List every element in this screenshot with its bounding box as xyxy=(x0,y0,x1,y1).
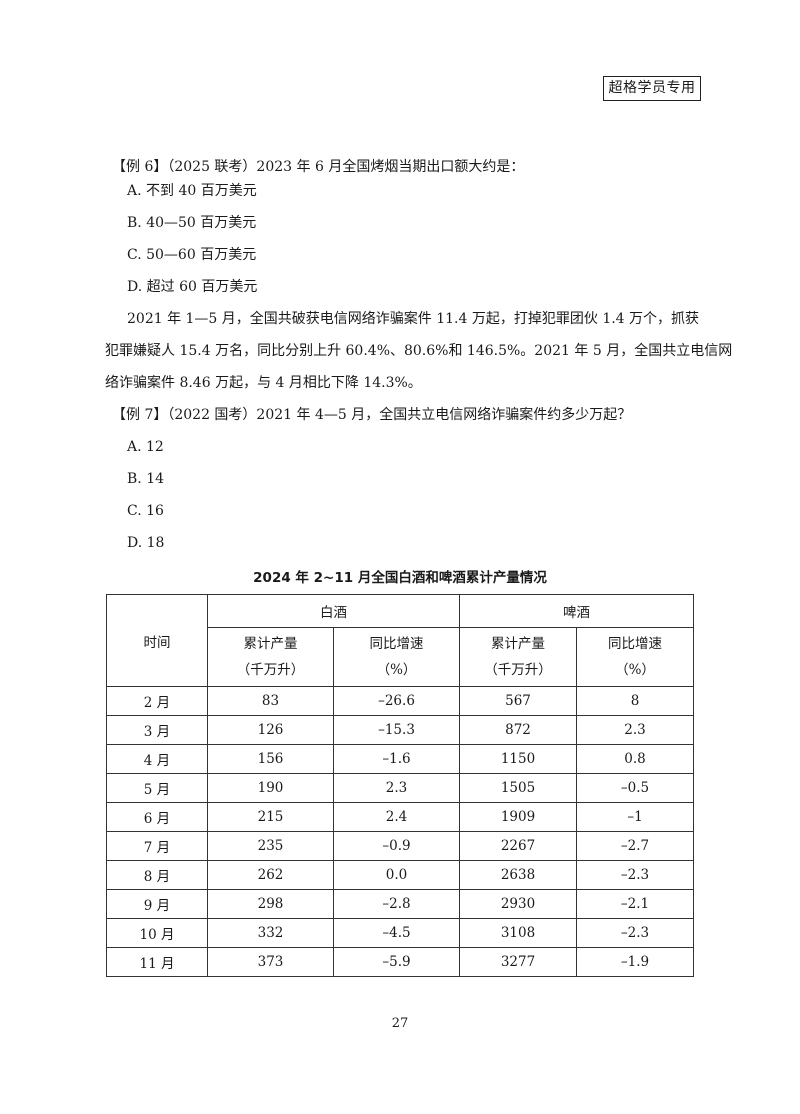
header-beer-output: 累计产量 （千万升） xyxy=(459,627,577,687)
cell-beer-output: 1150 xyxy=(459,744,577,774)
example6-option-d: D. 超过 60 百万美元 xyxy=(127,279,258,295)
cell-beer-growth: 2.3 xyxy=(576,715,694,745)
table-title: 2024 年 2~11 月全国白酒和啤酒累计产量情况 xyxy=(253,570,547,586)
cell-baijiu-growth: –5.9 xyxy=(333,947,460,977)
cell-baijiu-output: 156 xyxy=(207,744,334,774)
table-row: 2 月 83 –26.6 567 8 xyxy=(106,686,694,716)
cell-beer-growth: 8 xyxy=(576,686,694,716)
cell-beer-output: 2638 xyxy=(459,860,577,890)
student-only-stamp: 超格学员专用 xyxy=(603,76,701,101)
header-time: 时间 xyxy=(106,594,208,687)
cell-beer-output: 1909 xyxy=(459,802,577,832)
cell-beer-growth: 0.8 xyxy=(576,744,694,774)
cell-beer-growth: –2.3 xyxy=(576,860,694,890)
header-baijiu: 白酒 xyxy=(207,594,460,628)
page-number: 27 xyxy=(391,1016,409,1031)
cell-time: 4 月 xyxy=(106,744,208,774)
cell-baijiu-growth: –1.6 xyxy=(333,744,460,774)
example7-option-a: A. 12 xyxy=(127,439,164,455)
cell-baijiu-growth: –4.5 xyxy=(333,918,460,948)
cell-beer-output: 3108 xyxy=(459,918,577,948)
cell-time: 6 月 xyxy=(106,802,208,832)
cell-baijiu-output: 373 xyxy=(207,947,334,977)
table-row: 11 月 373 –5.9 3277 –1.9 xyxy=(106,947,694,977)
table-row: 4 月 156 –1.6 1150 0.8 xyxy=(106,744,694,774)
cell-time: 2 月 xyxy=(106,686,208,716)
cell-beer-output: 1505 xyxy=(459,773,577,803)
cell-baijiu-growth: –2.8 xyxy=(333,889,460,919)
example7-option-d: D. 18 xyxy=(127,535,165,551)
example6-option-a: A. 不到 40 百万美元 xyxy=(127,183,257,199)
cell-baijiu-growth: –0.9 xyxy=(333,831,460,861)
cell-baijiu-output: 262 xyxy=(207,860,334,890)
production-table: 时间 白酒 啤酒 累计产量 （千万升） 同比增速 （%） 累计产量 （千万升） 同比增… xyxy=(106,594,694,977)
table-row: 9 月 298 –2.8 2930 –2.1 xyxy=(106,889,694,919)
cell-beer-growth: –0.5 xyxy=(576,773,694,803)
cell-beer-growth: –1.9 xyxy=(576,947,694,977)
cell-baijiu-growth: 2.4 xyxy=(333,802,460,832)
example6-option-b: B. 40—50 百万美元 xyxy=(127,215,257,231)
example7-option-b: B. 14 xyxy=(127,471,165,487)
cell-baijiu-output: 332 xyxy=(207,918,334,948)
table-row: 5 月 190 2.3 1505 –0.5 xyxy=(106,773,694,803)
table-row: 3 月 126 –15.3 872 2.3 xyxy=(106,715,694,745)
cell-beer-growth: –2.1 xyxy=(576,889,694,919)
table-row: 8 月 262 0.0 2638 –2.3 xyxy=(106,860,694,890)
cell-baijiu-growth: –15.3 xyxy=(333,715,460,745)
example7-option-c: C. 16 xyxy=(127,503,164,519)
example6-option-c: C. 50—60 百万美元 xyxy=(127,247,257,263)
cell-time: 11 月 xyxy=(106,947,208,977)
header-baijiu-output: 累计产量 （千万升） xyxy=(207,627,334,687)
cell-beer-growth: –2.3 xyxy=(576,918,694,948)
cell-baijiu-output: 235 xyxy=(207,831,334,861)
cell-baijiu-output: 190 xyxy=(207,773,334,803)
table-row: 7 月 235 –0.9 2267 –2.7 xyxy=(106,831,694,861)
passage-line-2: 犯罪嫌疑人 15.4 万名，同比分别上升 60.4%、80.6%和 146.5%… xyxy=(105,343,733,359)
cell-beer-output: 567 xyxy=(459,686,577,716)
cell-time: 10 月 xyxy=(106,918,208,948)
cell-beer-output: 3277 xyxy=(459,947,577,977)
cell-beer-output: 2267 xyxy=(459,831,577,861)
cell-time: 9 月 xyxy=(106,889,208,919)
passage-line-3: 络诈骗案件 8.46 万起，与 4 月相比下降 14.3%。 xyxy=(105,375,422,391)
cell-beer-output: 2930 xyxy=(459,889,577,919)
table-row: 10 月 332 –4.5 3108 –2.3 xyxy=(106,918,694,948)
header-beer-growth: 同比增速 （%） xyxy=(576,627,694,687)
cell-baijiu-growth: –26.6 xyxy=(333,686,460,716)
cell-baijiu-growth: 2.3 xyxy=(333,773,460,803)
cell-beer-growth: –2.7 xyxy=(576,831,694,861)
cell-baijiu-output: 298 xyxy=(207,889,334,919)
header-baijiu-growth: 同比增速 （%） xyxy=(333,627,460,687)
cell-baijiu-growth: 0.0 xyxy=(333,860,460,890)
cell-beer-output: 872 xyxy=(459,715,577,745)
cell-baijiu-output: 215 xyxy=(207,802,334,832)
cell-time: 5 月 xyxy=(106,773,208,803)
cell-baijiu-output: 126 xyxy=(207,715,334,745)
cell-time: 3 月 xyxy=(106,715,208,745)
cell-baijiu-output: 83 xyxy=(207,686,334,716)
example7-question: 【例 7】（2022 国考）2021 年 4—5 月，全国共立电信网络诈骗案件约… xyxy=(112,407,632,423)
passage-line-1: 2021 年 1—5 月，全国共破获电信网络诈骗案件 11.4 万起，打掉犯罪团… xyxy=(127,311,700,327)
cell-beer-growth: –1 xyxy=(576,802,694,832)
example6-question: 【例 6】（2025 联考）2023 年 6 月全国烤烟当期出口额大约是： xyxy=(112,159,525,175)
cell-time: 8 月 xyxy=(106,860,208,890)
cell-time: 7 月 xyxy=(106,831,208,861)
header-beer: 啤酒 xyxy=(459,594,694,628)
table-row: 6 月 215 2.4 1909 –1 xyxy=(106,802,694,832)
